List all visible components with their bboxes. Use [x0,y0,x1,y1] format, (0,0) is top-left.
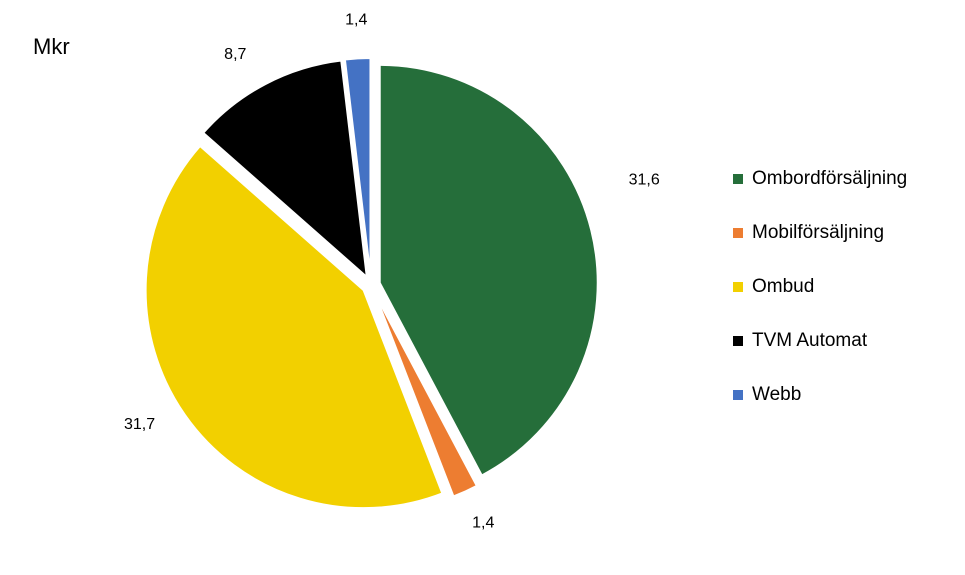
pie-slice-mobilf-rs-ljning [373,292,479,498]
legend-label: Webb [752,384,802,405]
legend-label: Ombordförsäljning [752,168,908,189]
legend: Ombordförsäljning Mobilförsäljning Ombud… [733,152,907,422]
pie-slice-ombordf-rs-ljning [378,63,599,477]
data-label: 31,7 [124,416,155,433]
unit-label: Mkr [33,34,70,59]
legend-swatch [733,336,743,346]
legend-swatch [733,228,743,238]
pie-slice-webb [343,57,372,277]
data-label: 8,7 [224,46,246,63]
legend-label: TVM Automat [752,330,868,351]
legend-item-webb: Webb [733,368,907,422]
legend-swatch [733,282,743,292]
legend-swatch [733,390,743,400]
legend-item-mobilforsaljning: Mobilförsäljning [733,206,907,260]
data-label: 31,6 [629,172,660,189]
data-label: 1,4 [472,515,494,532]
data-label: 1,4 [345,12,367,29]
legend-item-tvm-automat: TVM Automat [733,314,907,368]
legend-item-ombordforsaljning: Ombordförsäljning [733,152,907,206]
legend-label: Ombud [752,276,815,297]
pie-slice-ombud [144,144,444,510]
pie-slice-tvm-automat [201,59,369,280]
legend-swatch [733,174,743,184]
legend-item-ombud: Ombud [733,260,907,314]
legend-label: Mobilförsäljning [752,222,885,243]
